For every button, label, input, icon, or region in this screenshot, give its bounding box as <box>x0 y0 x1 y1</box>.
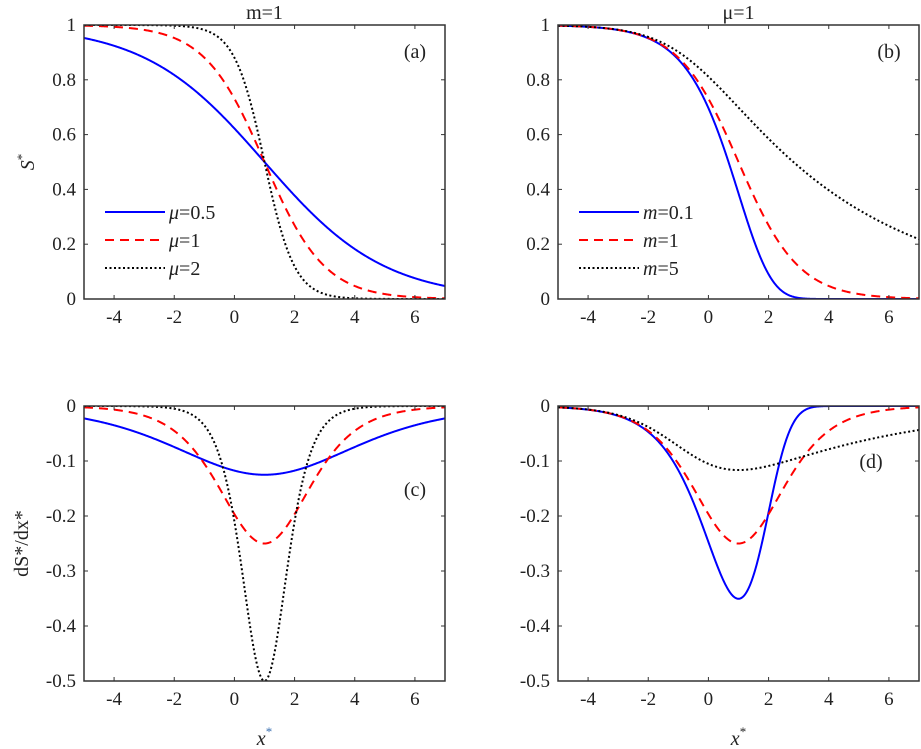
series-line-c-0 <box>84 417 445 476</box>
x-tick-label: 0 <box>704 307 714 328</box>
panel-title: m=1 <box>246 2 283 24</box>
axes-box <box>83 24 446 300</box>
series-line-d-0 <box>558 406 919 600</box>
panel-title: μ=1 <box>722 2 754 24</box>
legend-entry: m=5 <box>579 258 679 280</box>
legend-label: m=1 <box>643 230 679 252</box>
x-tick-label: 6 <box>884 689 894 710</box>
legend-label: μ=1 <box>168 230 200 252</box>
x-tick-label: 0 <box>230 307 240 328</box>
x-tick-label: -2 <box>166 307 182 328</box>
y-tick-label: -0.5 <box>46 671 76 692</box>
series-line-c-1 <box>84 406 445 545</box>
legend-entry: m=1 <box>579 230 679 252</box>
y-tick-label: -0.2 <box>46 506 76 527</box>
series-line-b-0 <box>558 25 919 299</box>
legend-entry: μ=2 <box>105 258 200 280</box>
panel-label: (b) <box>877 41 900 63</box>
y-tick-label: -0.1 <box>520 451 550 472</box>
panel-a: -4 -2 0 2 4 6 0 0.2 0.4 0.6 0.8 1 (a) m=1 S* μ=0.5 μ=1 μ=… <box>14 2 446 328</box>
panel-b: -4 -2 0 2 4 6 0 0.2 0.4 0.6 0.8 1 (b) μ=1 m=0.1 m=1 m=5 <box>526 2 920 328</box>
series-line-b-2 <box>558 25 919 241</box>
y-tick-label: 0 <box>67 396 77 417</box>
y-axis-label: dS*/dx* <box>11 510 33 577</box>
y-tick-label: 1 <box>541 15 551 36</box>
y-tick-label: 0.6 <box>52 125 76 146</box>
y-tick-label: 0.8 <box>526 70 550 91</box>
panel-label: (c) <box>404 479 426 501</box>
x-tick-label: 2 <box>290 689 300 710</box>
legend-label: μ=0.5 <box>168 202 215 224</box>
y-tick-label: -0.4 <box>520 616 551 637</box>
x-tick-label: 6 <box>884 307 894 328</box>
y-tick-label: 0.8 <box>52 70 76 91</box>
panel-label: (d) <box>859 451 882 473</box>
x-tick-label: 4 <box>824 689 834 710</box>
x-tick-label: -2 <box>640 689 656 710</box>
x-tick-label: -4 <box>580 307 596 328</box>
y-tick-label: 0.4 <box>52 179 76 200</box>
x-tick-label: 2 <box>764 689 774 710</box>
x-tick-label: 4 <box>350 689 360 710</box>
x-tick-label: 6 <box>410 307 420 328</box>
legend-entry: μ=1 <box>105 230 200 252</box>
x-tick-label: 2 <box>290 307 300 328</box>
y-tick-label: 0.2 <box>52 234 76 255</box>
x-tick-label: -4 <box>580 689 596 710</box>
x-tick-label: 0 <box>230 689 240 710</box>
y-tick-label: 0 <box>541 396 551 417</box>
x-tick-label: 2 <box>764 307 774 328</box>
axes-box <box>557 24 920 300</box>
y-tick-label: -0.1 <box>46 451 76 472</box>
series-line-b-1 <box>558 25 919 299</box>
x-tick-label: -2 <box>166 689 182 710</box>
x-axis-label: x* <box>256 724 272 749</box>
axes-box <box>557 405 920 682</box>
y-tick-label: -0.3 <box>46 561 76 582</box>
legend-label: m=5 <box>643 258 679 280</box>
y-axis-label: S* <box>14 154 39 171</box>
panel-label: (a) <box>404 41 426 63</box>
y-tick-label: 1 <box>67 15 77 36</box>
x-axis-label: x* <box>730 724 746 749</box>
y-tick-label: -0.5 <box>520 671 550 692</box>
x-tick-label: 4 <box>824 307 834 328</box>
legend-entry: μ=0.5 <box>105 202 215 224</box>
y-tick-label: 0.6 <box>526 125 550 146</box>
y-tick-label: 0 <box>67 289 77 310</box>
x-tick-label: -4 <box>106 307 122 328</box>
series-line-a-2 <box>84 25 445 299</box>
axes-box <box>83 405 446 682</box>
y-tick-label: 0.4 <box>526 179 550 200</box>
legend-label: μ=2 <box>168 258 200 280</box>
x-tick-label: 0 <box>704 689 714 710</box>
series-line-d-2 <box>558 406 919 472</box>
x-tick-label: -2 <box>640 307 656 328</box>
y-tick-label: -0.3 <box>520 561 550 582</box>
x-tick-label: 4 <box>350 307 360 328</box>
x-tick-label: 6 <box>410 689 420 710</box>
x-tick-label: -4 <box>106 689 122 710</box>
y-tick-label: 0 <box>541 289 551 310</box>
panel-d: -4 -2 0 2 4 6 -0.5 -0.4 -0.3 -0.2 -0.1 0 (d) x* <box>520 396 920 749</box>
legend-label: m=0.1 <box>643 202 694 224</box>
y-tick-label: -0.4 <box>46 616 77 637</box>
legend-entry: m=0.1 <box>579 202 694 224</box>
y-tick-label: 0.2 <box>526 234 550 255</box>
series-line-d-1 <box>558 406 919 545</box>
y-tick-label: -0.2 <box>520 506 550 527</box>
panel-c: -4 -2 0 2 4 6 -0.5 -0.4 -0.3 -0.2 -0.1 0 (c) dS*/dx* x… <box>11 396 446 749</box>
